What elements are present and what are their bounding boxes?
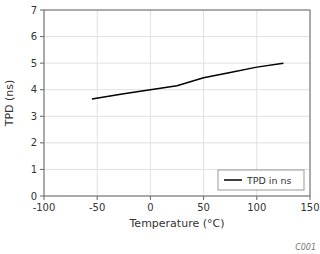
x-grid-line	[256, 10, 257, 196]
legend-swatch	[224, 179, 242, 181]
x-tick-label: -50	[89, 202, 105, 213]
y-grid-line	[44, 89, 310, 90]
y-tick-label: 2	[31, 137, 37, 148]
x-tick-label: 0	[147, 202, 153, 213]
x-grid-line	[97, 10, 98, 196]
x-grid-line	[203, 10, 204, 196]
x-tick	[97, 196, 98, 200]
y-tick	[40, 63, 44, 64]
grid	[44, 10, 310, 196]
legend-label: TPD in ns	[246, 175, 292, 186]
chart-container: -100 -50 0 50 100 150 0 1 2 3 4 5 6 7 Temperature (°C)…	[0, 0, 320, 254]
y-tick	[40, 196, 44, 197]
x-tick	[44, 196, 45, 200]
y-grid-line	[44, 116, 310, 117]
y-tick	[40, 169, 44, 170]
y-tick-label: 1	[31, 164, 37, 175]
legend: TPD in ns	[218, 170, 304, 190]
y-tick-label: 3	[31, 111, 37, 122]
x-tick-label: 50	[197, 202, 210, 213]
y-tick-label: 6	[31, 31, 37, 42]
y-tick	[40, 10, 44, 11]
x-tick	[256, 196, 257, 200]
y-tick-label: 0	[31, 191, 37, 202]
y-tick-label: 4	[31, 84, 37, 95]
x-tick	[310, 196, 311, 200]
y-tick	[40, 36, 44, 37]
y-grid-line	[44, 36, 310, 37]
plot-frame	[44, 10, 310, 196]
x-tick	[150, 196, 151, 200]
y-tick	[40, 116, 44, 117]
x-tick-label: 150	[300, 202, 319, 213]
data-layer	[92, 63, 284, 99]
legend-box	[218, 170, 304, 190]
y-axis-label: TPD (ns)	[3, 80, 16, 128]
x-axis-label: Temperature (°C)	[129, 217, 225, 230]
y-tick	[40, 89, 44, 90]
x-grid-line	[150, 10, 151, 196]
y-tick-label: 7	[31, 5, 37, 16]
x-tick-label: 100	[247, 202, 266, 213]
chart-svg: -100 -50 0 50 100 150 0 1 2 3 4 5 6 7 Temperature (°C)…	[0, 0, 320, 254]
watermark: C001	[295, 243, 316, 252]
y-grid-line	[44, 142, 310, 143]
x-tick	[203, 196, 204, 200]
x-tick-label: -100	[33, 202, 56, 213]
y-tick	[40, 142, 44, 143]
y-grid-line	[44, 63, 310, 64]
y-tick-label: 5	[31, 58, 37, 69]
series-line	[92, 63, 284, 99]
